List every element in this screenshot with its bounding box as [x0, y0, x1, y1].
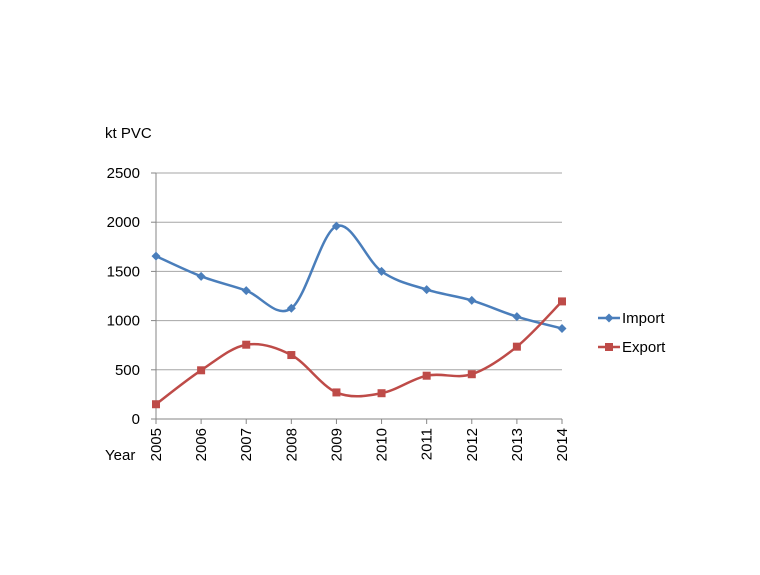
import-point: [331, 221, 341, 231]
export-point: [197, 366, 206, 375]
import-point: [196, 271, 206, 281]
import-point: [422, 285, 432, 295]
y-tick-label: 2000: [107, 214, 140, 231]
import-point: [151, 251, 161, 261]
export-point: [512, 342, 521, 351]
legend-label-import: Import: [622, 310, 665, 327]
x-tick-label: 2013: [509, 428, 526, 461]
import-line: [155, 224, 563, 330]
import-point: [241, 286, 251, 296]
import-point: [512, 312, 522, 322]
x-tick-label: 2010: [374, 428, 391, 461]
x-tick-label: 2011: [419, 428, 436, 460]
import-point: [377, 266, 387, 276]
x-tick-label: 2014: [554, 428, 571, 461]
export-point: [152, 400, 160, 409]
series-group: [151, 221, 567, 409]
import-point: [557, 323, 567, 333]
y-tick-label: 500: [115, 362, 140, 379]
axes: [151, 172, 563, 424]
export-line: [155, 300, 563, 406]
export-point: [377, 389, 386, 398]
gridlines: [156, 172, 562, 371]
x-tick-labels: 2005 2006 2007 2008 2009 2010 2011 2012 2013 2014: [148, 428, 571, 461]
x-tick-label: 2008: [283, 428, 300, 461]
y-tick-label: 1500: [107, 263, 140, 280]
x-axis-label: Year: [105, 447, 135, 464]
y-tick-label: 0: [132, 411, 140, 428]
y-tick-label: 1000: [107, 313, 140, 330]
legend-marker-export: [605, 343, 613, 351]
y-tick-label: 2500: [107, 165, 140, 182]
export-point: [467, 370, 476, 379]
x-tick-label: 2012: [464, 428, 481, 461]
export-point: [422, 371, 431, 380]
import-point: [467, 295, 477, 305]
y-tick-labels: 0 500 1000 1500 2000 2500: [107, 165, 140, 428]
export-point: [242, 340, 251, 349]
legend-marker-import: [604, 313, 614, 323]
x-tick-label: 2005: [148, 428, 165, 461]
export-point: [287, 351, 296, 360]
x-tick-label: 2007: [238, 428, 255, 461]
x-tick-label: 2006: [193, 428, 210, 461]
legend-label-export: Export: [622, 339, 666, 356]
import-point: [286, 303, 296, 313]
export-point: [558, 297, 566, 306]
x-tick-label: 2009: [328, 428, 345, 461]
legend: Import Export: [598, 310, 666, 356]
export-point: [332, 388, 341, 397]
y-axis-label: kt PVC: [105, 125, 152, 142]
